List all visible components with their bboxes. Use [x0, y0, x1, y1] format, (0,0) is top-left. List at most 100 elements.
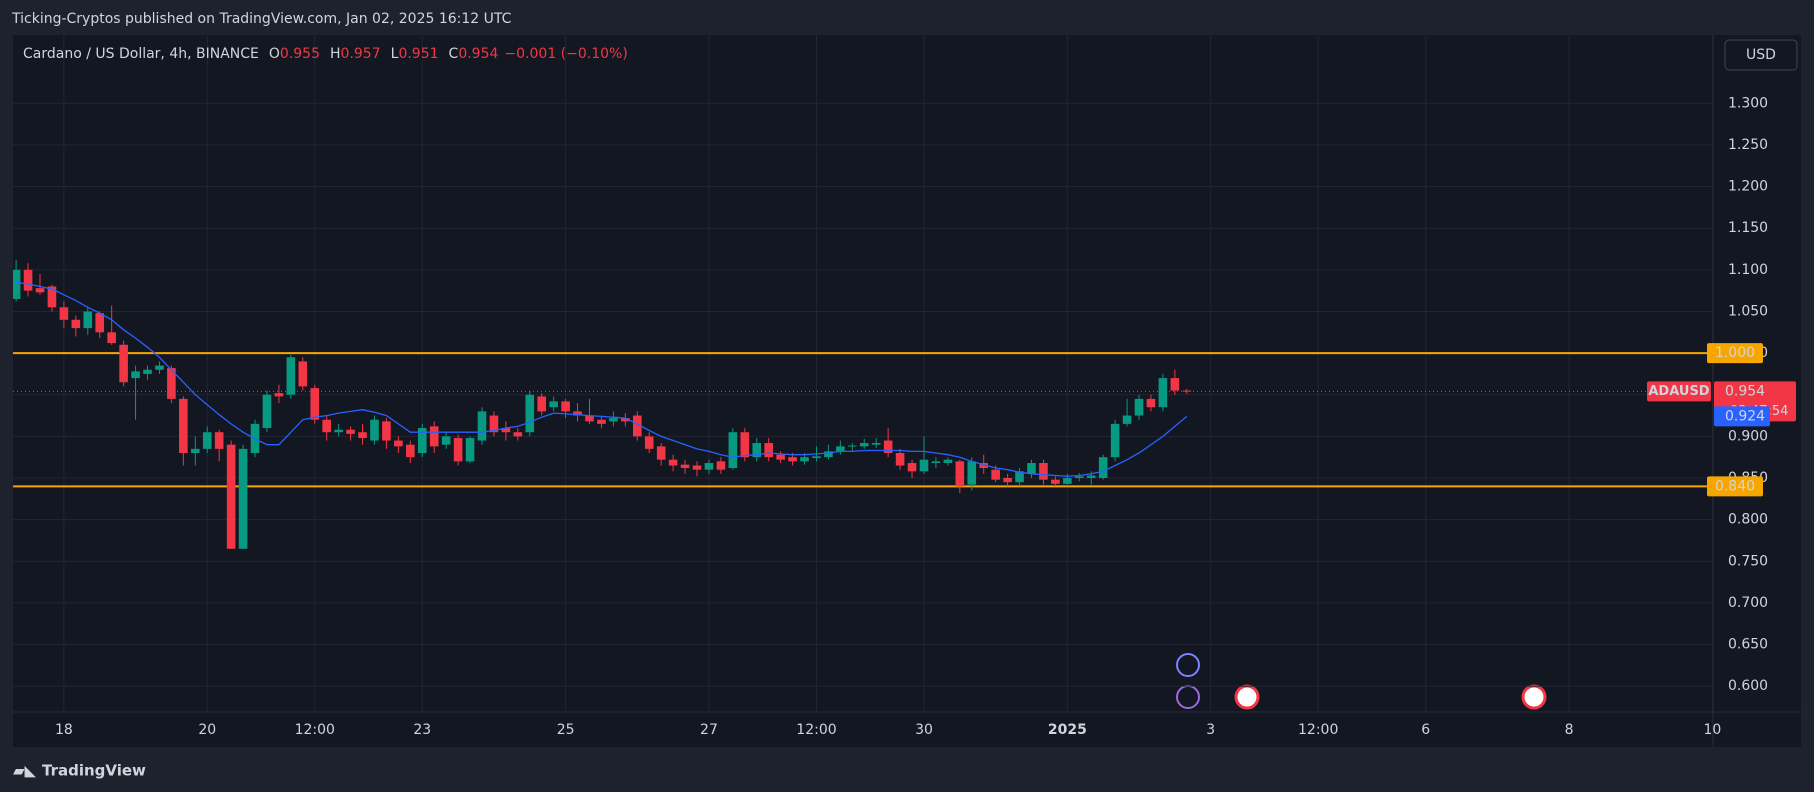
x-tick-label: 2025: [1048, 722, 1087, 738]
candle-body: [13, 269, 21, 299]
x-tick-label: 6: [1421, 722, 1430, 738]
candle-body: [859, 443, 869, 447]
candle-body: [728, 432, 738, 469]
candle-body: [1027, 463, 1036, 474]
candle-body: [358, 432, 367, 439]
candle-body: [143, 369, 152, 374]
y-tick-label: 0.650: [1728, 637, 1768, 653]
candle-body: [35, 288, 45, 293]
candle-body: [1039, 463, 1048, 480]
candle-body: [609, 418, 618, 422]
candle-body: [621, 418, 630, 422]
legend-key: O: [269, 46, 280, 62]
candle-body: [394, 440, 403, 447]
candle-body: [656, 446, 666, 460]
candle-body: [800, 457, 809, 462]
candle-body: [226, 444, 236, 549]
candle-body: [298, 361, 308, 387]
candle-body: [370, 419, 379, 441]
y-tick-label: 1.200: [1728, 179, 1768, 195]
candle-body: [346, 429, 355, 434]
candle-body: [214, 432, 224, 449]
candle-body: [513, 432, 523, 437]
x-tick-label: 30: [915, 722, 933, 738]
candle-body: [83, 311, 93, 329]
candle-body: [47, 286, 57, 308]
candle-body: [417, 428, 427, 454]
currency-box[interactable]: [1724, 39, 1798, 71]
candle-body: [322, 419, 331, 433]
candle-body: [716, 461, 726, 470]
level-label: 1.000: [1715, 345, 1755, 361]
candle-body: [501, 428, 511, 433]
candle-body: [23, 269, 33, 291]
candle-body: [1134, 398, 1144, 416]
candle-body: [871, 443, 881, 445]
event-icon[interactable]: [1176, 653, 1200, 677]
candle-body: [71, 319, 81, 329]
x-tick-label: 25: [557, 722, 575, 738]
candle-body: [919, 459, 929, 472]
price-label: 0.954: [1725, 383, 1765, 399]
candle-body: [238, 448, 248, 549]
y-tick-label: 0.700: [1728, 595, 1768, 611]
candle-body: [155, 365, 164, 370]
candle-body: [955, 461, 965, 487]
plot: [13, 35, 1713, 712]
legend-change: −0.001 (−0.10%): [504, 46, 627, 62]
level-label-box: [1707, 476, 1763, 497]
candle-body: [1110, 423, 1120, 458]
event-icon[interactable]: [1521, 684, 1547, 710]
currency[interactable]: USD: [1746, 47, 1776, 63]
candle-body: [764, 443, 773, 458]
level-label: 0.840: [1715, 478, 1755, 494]
y-tick-label: 1.250: [1728, 137, 1768, 153]
published-note: Ticking-Cryptos published on TradingView…: [11, 11, 512, 27]
ma-box: [1714, 406, 1770, 427]
y-tick-label: 0.600: [1728, 678, 1768, 694]
event-icon[interactable]: [1176, 685, 1200, 709]
legend: Cardano / US Dollar, 4h, BINANCE O0.955 H0…: [23, 46, 628, 62]
candle-body: [931, 461, 941, 464]
symbol-box: [1647, 381, 1711, 402]
candle-body: [1003, 478, 1012, 483]
event-icon[interactable]: [1234, 684, 1260, 710]
ma-label: 0.924: [1725, 408, 1765, 424]
candle-body: [286, 357, 296, 395]
candle-body: [59, 307, 69, 320]
candle-body: [1074, 476, 1084, 479]
candle-body: [812, 456, 821, 459]
candle-body: [465, 438, 475, 462]
candle-body: [824, 451, 833, 458]
candle-body: [274, 393, 284, 397]
moving-average: [16, 281, 1188, 477]
candle-body: [107, 332, 116, 344]
event-icons: [1176, 653, 1547, 710]
candle-body: [776, 454, 785, 460]
candle-body: [943, 459, 953, 464]
candle-body: [561, 401, 570, 412]
candle-body: [1015, 471, 1024, 483]
candle-body: [334, 429, 343, 433]
candle-body: [848, 445, 857, 447]
candle-body: [895, 453, 905, 466]
candle-body: [1063, 478, 1072, 484]
candle-body: [979, 463, 989, 469]
candle-body: [310, 388, 320, 420]
candle-body: [119, 344, 128, 383]
candle-body: [1051, 479, 1060, 484]
legend-title: Cardano / US Dollar, 4h, BINANCE: [23, 46, 259, 62]
symbol-label: ADAUSD: [1648, 384, 1709, 399]
x-tick-label: 12:00: [796, 722, 836, 738]
brand-logo: ▰◣: [13, 762, 37, 780]
y-tick-label: 0.900: [1728, 428, 1768, 444]
x-tick-label: 20: [198, 722, 216, 738]
candle-body: [262, 394, 272, 429]
candle-body: [1122, 415, 1132, 424]
candle-body: [1182, 390, 1192, 392]
candle-body: [883, 440, 893, 454]
legend-value: 0.957: [341, 46, 381, 62]
candle-body: [95, 313, 105, 333]
candle-body: [788, 457, 797, 462]
